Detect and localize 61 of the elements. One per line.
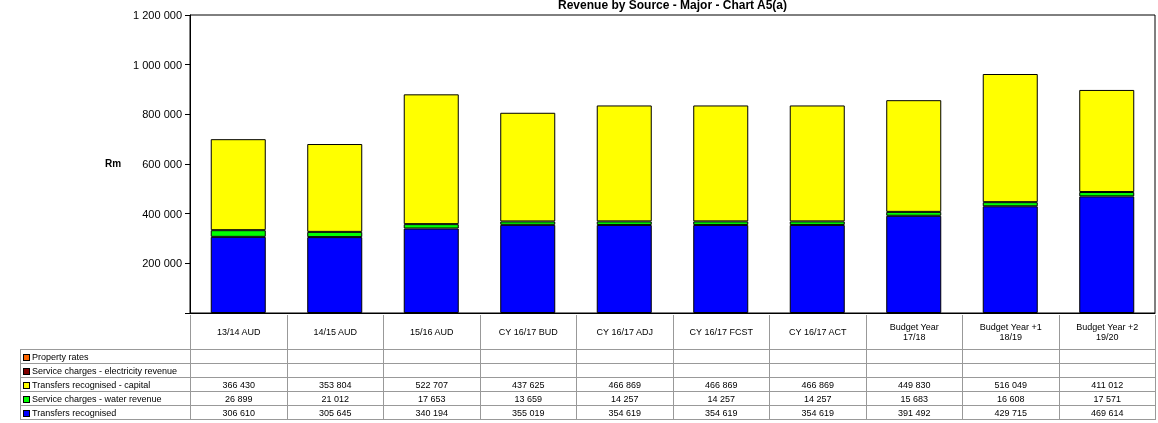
- data-label: 26 899: [190, 391, 287, 406]
- data-label: 366 430: [190, 377, 287, 392]
- bar: [403, 94, 459, 225]
- bar: [982, 74, 1038, 203]
- data-label: 306 610: [190, 405, 287, 420]
- legend-label: Transfers recognised: [20, 405, 191, 420]
- data-label: 14 257: [769, 391, 866, 406]
- x-tick-label: 15/16 AUD: [383, 315, 480, 350]
- data-label: 466 869: [673, 377, 770, 392]
- legend-label: Transfers recognised - capital: [20, 377, 191, 392]
- bar: [500, 112, 556, 222]
- data-label: 21 012: [287, 391, 384, 406]
- x-tick-label: Budget Year +2 19/20: [1059, 315, 1156, 350]
- data-label: 16 608: [962, 391, 1059, 406]
- legend-label: Service charges - electricity revenue: [20, 363, 191, 378]
- x-tick-label: CY 16/17 ADJ: [576, 315, 673, 350]
- data-label: 516 049: [962, 377, 1059, 392]
- x-tick-label: CY 16/17 FCST: [673, 315, 770, 350]
- data-label: 15 683: [866, 391, 963, 406]
- chart-title: Revenue by Source - Major - Chart A5(a): [557, 0, 788, 12]
- x-tick-label: 14/15 AUD: [287, 315, 384, 350]
- data-label: 305 645: [287, 405, 384, 420]
- y-tick-label: 200 000: [142, 257, 182, 270]
- data-label: 17 653: [383, 391, 480, 406]
- legend-label: Property rates: [20, 349, 191, 364]
- x-tick-label: CY 16/17 BUD: [480, 315, 577, 350]
- x-tick-label: Budget Year 17/18: [866, 315, 963, 350]
- data-label: 354 619: [769, 405, 866, 420]
- y-tick-label: 1 200 000: [133, 9, 182, 21]
- data-label: 391 492: [866, 405, 963, 420]
- y-tick-label: 600 000: [142, 158, 182, 170]
- x-tick-label: Budget Year +1 18/19: [962, 315, 1059, 350]
- data-label: 437 625: [480, 377, 577, 392]
- y-axis-title: Rm: [105, 158, 122, 169]
- data-label: 354 619: [576, 405, 673, 420]
- data-label: 466 869: [769, 377, 866, 392]
- x-tick-label: 13/14 AUD: [190, 315, 287, 350]
- data-label: 14 257: [673, 391, 770, 406]
- bar: [693, 105, 749, 222]
- data-label: 340 194: [383, 405, 480, 420]
- data-label: 411 012: [1059, 377, 1156, 392]
- bar: [789, 105, 845, 222]
- data-label: 469 614: [1059, 405, 1156, 420]
- data-label: 17 571: [1059, 391, 1156, 406]
- data-label: 429 715: [962, 405, 1059, 420]
- y-tick-label: 1 000 000: [133, 58, 182, 71]
- x-tick-label: CY 16/17 ACT: [769, 315, 866, 350]
- data-label: 522 707: [383, 377, 480, 392]
- data-label: 14 257: [576, 391, 673, 406]
- y-tick-label: 400 000: [142, 207, 182, 220]
- data-label: 449 830: [866, 377, 963, 392]
- data-label: 13 659: [480, 391, 577, 406]
- bar: [596, 105, 652, 222]
- bar: [1079, 89, 1135, 193]
- data-label: 353 804: [287, 377, 384, 392]
- legend-label: Service charges - water revenue: [20, 391, 191, 406]
- y-tick-label: 800 000: [142, 108, 182, 121]
- bar: [886, 100, 942, 212]
- data-label: 355 019: [480, 405, 577, 420]
- data-label: 354 619: [673, 405, 770, 420]
- data-label: 466 869: [576, 377, 673, 392]
